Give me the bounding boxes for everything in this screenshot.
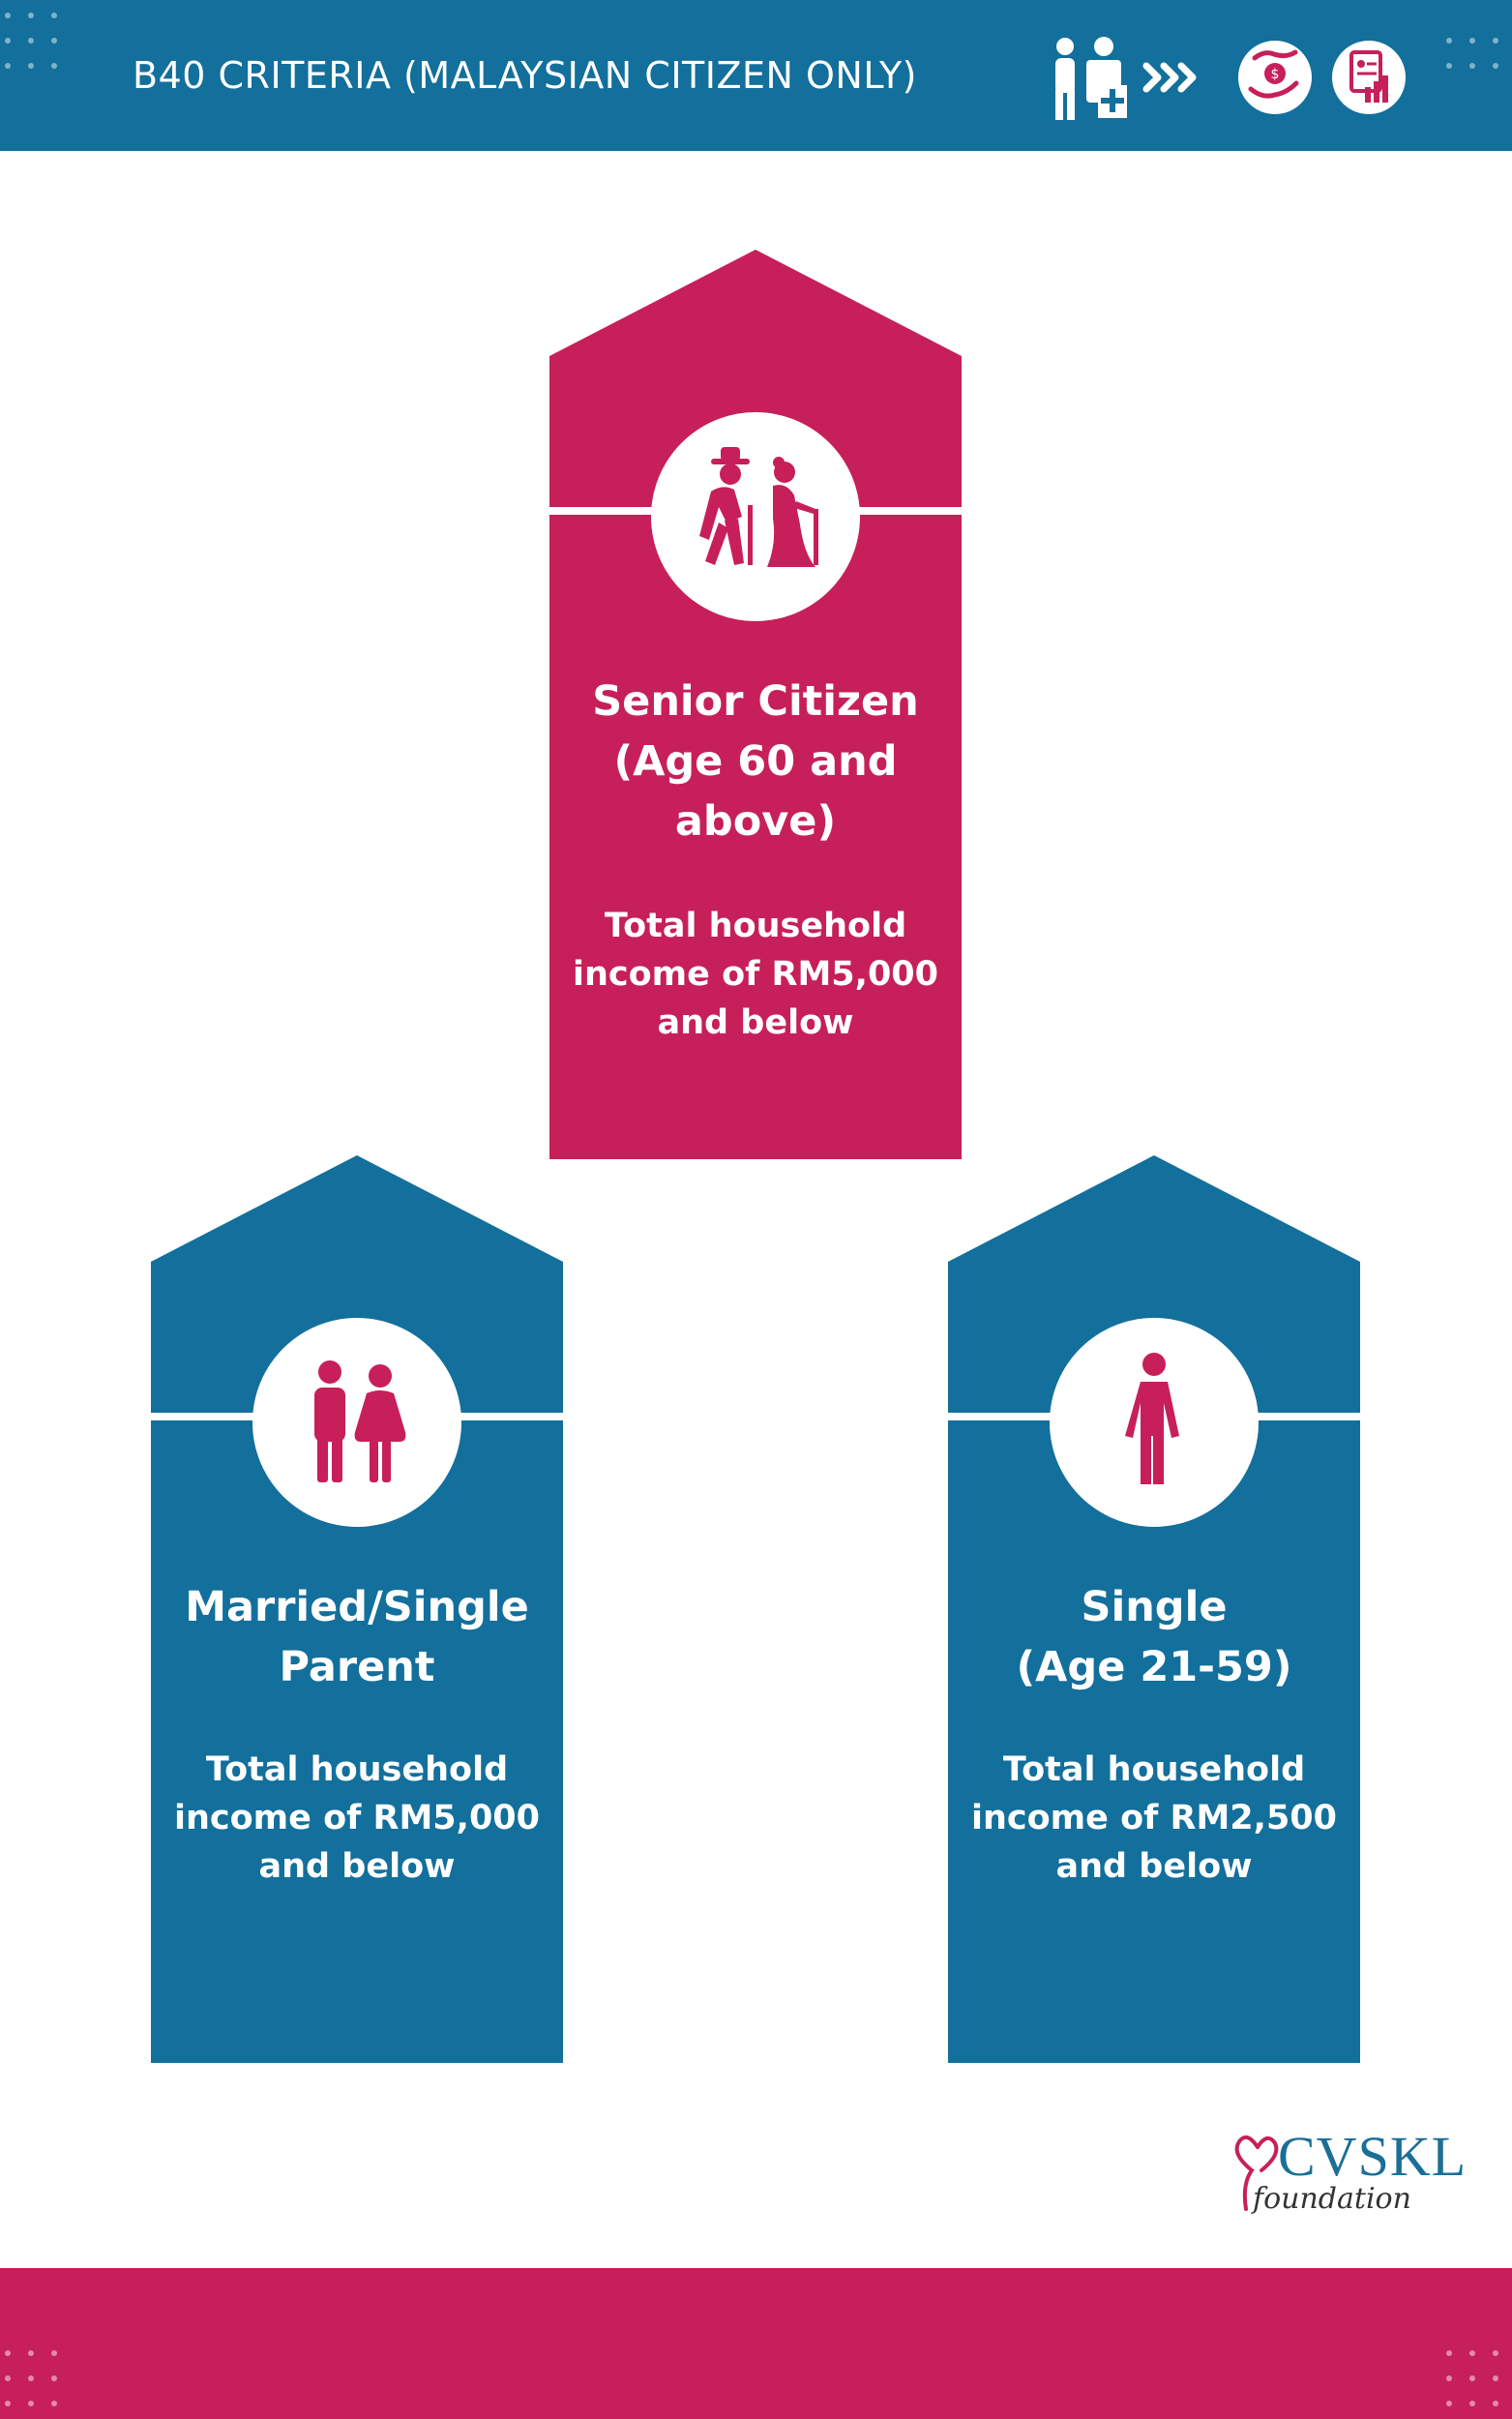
card-senior-citizen: Senior Citizen (Age 60 and above) Total … (549, 250, 962, 1159)
cvskl-logo: CVSKL foundation (1233, 2124, 1466, 2232)
desc-line: Total household (205, 1750, 509, 1789)
header-bar: B40 CRITERIA (MALAYSIAN CITIZEN ONLY) $ (0, 0, 1512, 151)
desc-line: and below (1055, 1847, 1253, 1886)
logo-name: CVSKL (1278, 2125, 1468, 2188)
arrows-icon (1142, 62, 1197, 93)
desc-line: Total household (604, 907, 907, 945)
desc-line: and below (258, 1847, 456, 1886)
desc-line: income of RM5,000 (572, 955, 939, 994)
title-line: (Age 21-59) (1016, 1643, 1292, 1691)
card-single: Single (Age 21-59) Total household incom… (948, 1155, 1360, 2063)
title-line: Married/Single (185, 1583, 529, 1631)
title-line: Single (1081, 1583, 1228, 1631)
person-icon (1050, 1318, 1259, 1527)
desc-line: income of RM5,000 (173, 1799, 541, 1837)
card-description: Total household income of RM5,000 and be… (549, 902, 962, 1047)
header-icons: $ (1055, 37, 1406, 120)
card-title: Senior Citizen (Age 60 and above) (549, 672, 962, 851)
card-title: Single (Age 21-59) (948, 1577, 1360, 1697)
logo-subtitle: foundation (1253, 2182, 1411, 2216)
elderly-couple-icon (651, 412, 860, 621)
decorative-dots-left (5, 13, 57, 69)
title-line: (Age 60 and (613, 737, 898, 786)
decorative-dots-left (5, 2350, 57, 2406)
couple-icon (252, 1318, 461, 1527)
heart-ribbon-icon (1234, 2135, 1279, 2211)
decorative-dots-right (1446, 2350, 1498, 2406)
footer-bar (0, 2268, 1512, 2419)
title-line: Parent (279, 1643, 435, 1691)
card-married-single-parent: Married/Single Parent Total household in… (151, 1155, 563, 2063)
desc-line: income of RM2,500 (970, 1799, 1338, 1837)
report-icon (1332, 41, 1406, 114)
page-title: B40 CRITERIA (MALAYSIAN CITIZEN ONLY) (133, 54, 917, 97)
desc-line: and below (657, 1003, 854, 1042)
desc-line: Total household (1002, 1750, 1306, 1789)
money-hand-icon: $ (1238, 41, 1312, 114)
svg-text:$: $ (1271, 67, 1280, 82)
decorative-dots-right (1446, 38, 1498, 69)
card-description: Total household income of RM2,500 and be… (948, 1746, 1360, 1891)
card-title: Married/Single Parent (151, 1577, 563, 1697)
title-line: above) (674, 797, 837, 846)
caregiver-icon (1055, 37, 1127, 120)
card-description: Total household income of RM5,000 and be… (151, 1746, 563, 1891)
title-line: Senior Citizen (592, 677, 919, 726)
